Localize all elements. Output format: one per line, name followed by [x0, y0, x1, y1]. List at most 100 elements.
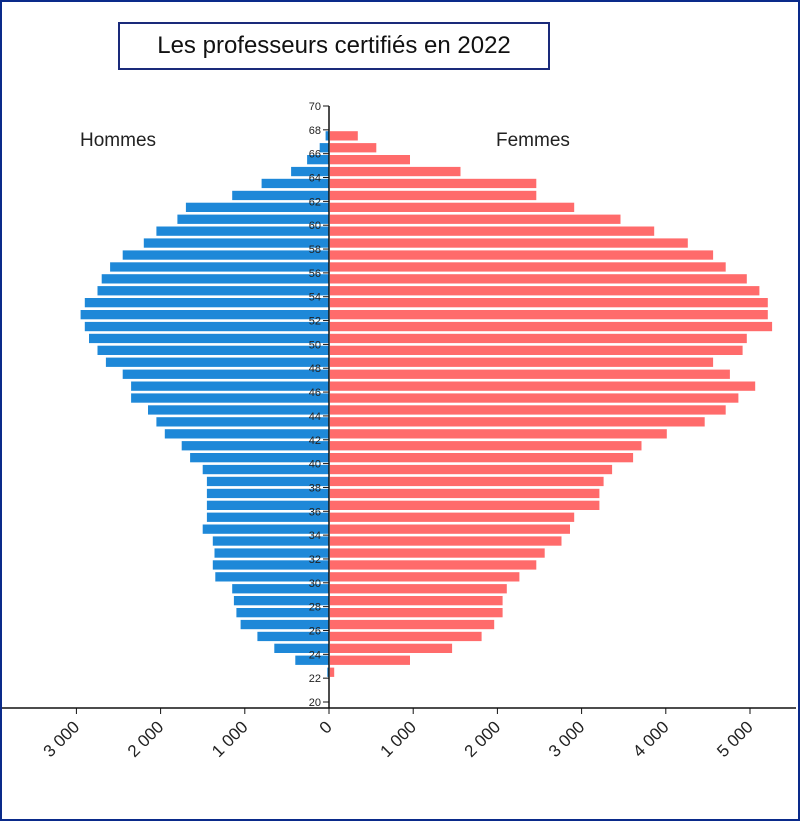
age-tick-label-58: 58 — [309, 244, 321, 256]
bar-femmes-age-39 — [330, 464, 613, 475]
age-tick-label-56: 56 — [309, 268, 321, 280]
x-tick-label-0: 0 — [316, 717, 336, 737]
bar-hommes-age-24 — [274, 643, 329, 653]
bar-femmes-age-59 — [330, 226, 655, 236]
x-tick-label--2000: 2 000 — [124, 717, 168, 761]
series-label-hommes: Hommes — [80, 130, 156, 151]
bar-femmes-age-22 — [330, 667, 335, 677]
age-tick-label-32: 32 — [309, 554, 321, 566]
bar-femmes-age-40 — [330, 453, 634, 463]
series-label-femmes: Femmes — [496, 130, 570, 151]
bar-hommes-age-30 — [215, 572, 329, 582]
age-tick-label-60: 60 — [309, 220, 321, 232]
bar-femmes-age-41 — [330, 441, 642, 451]
bar-hommes-age-61 — [185, 202, 329, 212]
age-tick-label-66: 66 — [309, 149, 321, 161]
x-tick-label-3000: 3 000 — [545, 717, 589, 761]
bar-hommes-age-58 — [143, 238, 329, 248]
chart-title: Les professeurs certifiés en 2022 — [118, 22, 550, 70]
bar-hommes-age-55 — [101, 274, 329, 284]
bar-femmes-age-66 — [330, 143, 377, 153]
bar-hommes-age-43 — [156, 417, 329, 427]
bar-femmes-age-46 — [330, 381, 756, 391]
bar-hommes-age-46 — [131, 381, 329, 391]
age-tick-label-20: 20 — [309, 697, 321, 709]
bars-group — [80, 131, 773, 677]
bar-hommes-age-37 — [206, 488, 329, 499]
bar-femmes-age-51 — [330, 321, 773, 332]
bar-hommes-age-41 — [181, 441, 329, 451]
bar-femmes-age-50 — [330, 333, 747, 344]
bar-hommes-age-28 — [233, 596, 329, 606]
age-tick-label-28: 28 — [309, 602, 321, 614]
age-tick-label-64: 64 — [309, 173, 321, 185]
bar-hommes-age-35 — [206, 512, 329, 522]
bar-femmes-age-26 — [330, 619, 495, 630]
bar-hommes-age-44 — [148, 405, 329, 415]
bar-femmes-age-63 — [330, 178, 537, 189]
bar-hommes-age-23 — [295, 655, 329, 665]
bar-femmes-age-49 — [330, 345, 743, 355]
bar-hommes-age-66 — [319, 143, 329, 153]
bar-femmes-age-48 — [330, 357, 714, 367]
age-tick-label-46: 46 — [309, 387, 321, 399]
age-tick-label-70: 70 — [309, 101, 321, 113]
bar-femmes-age-47 — [330, 369, 730, 379]
bar-femmes-age-32 — [330, 548, 545, 558]
bar-hommes-age-26 — [240, 619, 329, 630]
bar-hommes-age-64 — [291, 166, 329, 177]
bar-femmes-age-44 — [330, 405, 726, 415]
bar-hommes-age-52 — [80, 310, 329, 320]
bar-hommes-age-54 — [97, 286, 329, 296]
x-tick-label-4000: 4 000 — [629, 717, 673, 761]
bar-hommes-age-65 — [307, 155, 329, 165]
bar-femmes-age-60 — [330, 214, 621, 224]
bar-hommes-age-51 — [84, 321, 329, 332]
bar-femmes-age-54 — [330, 286, 760, 296]
bar-femmes-age-42 — [330, 429, 667, 439]
age-tick-label-54: 54 — [309, 292, 321, 304]
age-tick-label-38: 38 — [309, 482, 321, 494]
age-tick-label-36: 36 — [309, 506, 321, 518]
x-tick-label--1000: 1 000 — [208, 717, 252, 761]
bar-hommes-age-34 — [202, 524, 329, 534]
bar-hommes-age-47 — [122, 369, 329, 379]
bar-hommes-age-67 — [325, 131, 329, 141]
bar-hommes-age-42 — [164, 429, 329, 439]
bar-femmes-age-37 — [330, 488, 600, 499]
bar-femmes-age-25 — [330, 631, 482, 642]
age-tick-label-52: 52 — [309, 316, 321, 328]
bar-femmes-age-57 — [330, 250, 714, 260]
bar-femmes-age-45 — [330, 393, 739, 403]
bar-femmes-age-35 — [330, 512, 575, 522]
bar-hommes-age-53 — [84, 298, 329, 308]
age-tick-label-22: 22 — [309, 673, 321, 685]
bar-hommes-age-60 — [177, 214, 329, 224]
bar-femmes-age-64 — [330, 166, 461, 177]
bar-hommes-age-27 — [236, 608, 329, 618]
bar-femmes-age-65 — [330, 155, 410, 165]
bar-femmes-age-53 — [330, 298, 768, 308]
bar-femmes-age-28 — [330, 596, 503, 606]
bar-hommes-age-32 — [214, 548, 329, 558]
age-tick-label-34: 34 — [309, 530, 321, 542]
bar-hommes-age-56 — [110, 262, 329, 272]
bar-hommes-age-48 — [105, 357, 330, 367]
age-tick-label-68: 68 — [309, 125, 321, 137]
bar-hommes-age-62 — [232, 190, 329, 201]
age-tick-label-62: 62 — [309, 196, 321, 208]
bar-hommes-age-31 — [212, 560, 329, 570]
age-tick-label-40: 40 — [309, 459, 321, 471]
bar-hommes-age-63 — [261, 178, 329, 189]
bar-femmes-age-67 — [330, 131, 358, 141]
bar-femmes-age-38 — [330, 476, 604, 487]
x-tick-label--3000: 3 000 — [40, 717, 84, 761]
bar-femmes-age-56 — [330, 262, 726, 272]
age-tick-label-50: 50 — [309, 339, 321, 351]
bar-femmes-age-61 — [330, 202, 575, 212]
bar-hommes-age-22 — [327, 667, 329, 677]
bar-femmes-age-24 — [330, 643, 453, 653]
bar-hommes-age-25 — [257, 631, 329, 642]
bar-hommes-age-50 — [89, 333, 329, 344]
bar-femmes-age-31 — [330, 560, 537, 570]
